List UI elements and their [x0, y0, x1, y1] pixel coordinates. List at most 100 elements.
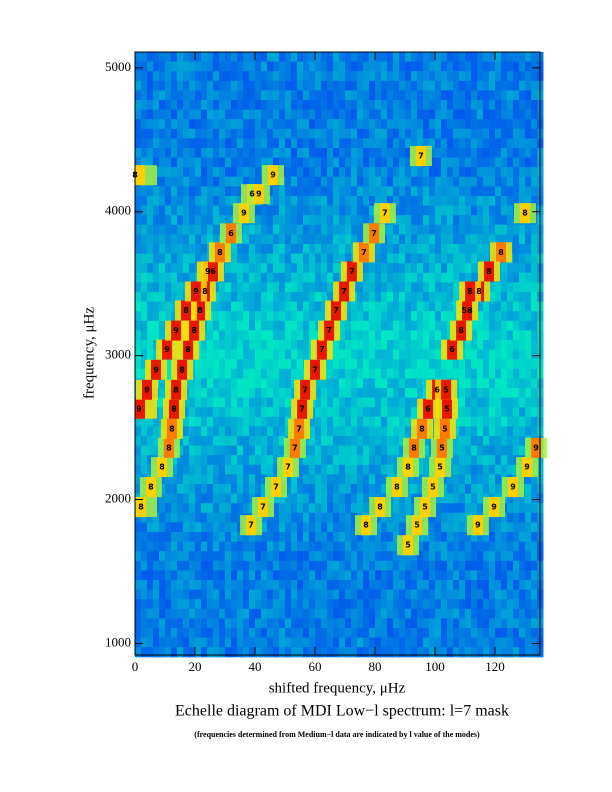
background-cell [507, 503, 514, 514]
background-cell [441, 272, 448, 283]
background-cell [387, 407, 394, 418]
background-cell [429, 311, 436, 322]
background-cell [213, 474, 220, 485]
background-cell [471, 253, 478, 264]
background-cell [327, 416, 334, 427]
background-cell [279, 493, 286, 504]
background-cell [333, 263, 340, 274]
background-cell [255, 599, 262, 610]
background-cell [441, 205, 448, 216]
background-cell [405, 282, 412, 293]
background-cell [411, 628, 418, 639]
background-cell [315, 522, 322, 533]
background-cell [477, 176, 484, 187]
background-cell [339, 196, 346, 207]
background-cell [279, 253, 286, 264]
background-cell [243, 407, 250, 418]
background-cell [465, 464, 472, 475]
background-cell [507, 109, 514, 120]
background-cell [207, 128, 214, 139]
background-cell [375, 244, 382, 255]
background-cell [285, 637, 292, 648]
background-cell [441, 359, 448, 370]
background-cell [255, 109, 262, 120]
background-cell [297, 340, 304, 351]
background-cell [267, 608, 274, 619]
background-cell [303, 560, 310, 571]
background-cell [411, 359, 418, 370]
background-cell [513, 407, 520, 418]
background-cell [255, 148, 262, 159]
background-cell [153, 71, 160, 82]
background-cell [327, 637, 334, 648]
background-cell [429, 608, 436, 619]
background-cell [153, 560, 160, 571]
mode-label: 8 [191, 326, 197, 335]
background-cell [513, 292, 520, 303]
background-cell [255, 608, 262, 619]
background-cell [423, 263, 430, 274]
background-cell [159, 167, 166, 178]
background-cell [141, 263, 148, 274]
background-cell [231, 608, 238, 619]
background-cell [495, 580, 502, 591]
background-cell [375, 464, 382, 475]
background-cell [393, 541, 400, 552]
background-cell [201, 541, 208, 552]
background-cell [159, 301, 166, 312]
background-cell [357, 100, 364, 111]
background-cell [381, 167, 388, 178]
background-cell [393, 359, 400, 370]
background-cell [513, 157, 520, 168]
background-cell [399, 407, 406, 418]
background-cell [429, 637, 436, 648]
background-cell [219, 196, 226, 207]
background-cell [159, 618, 166, 629]
background-cell [351, 474, 358, 485]
background-cell [327, 100, 334, 111]
background-cell [345, 234, 352, 245]
mode-label: 9 [533, 443, 539, 452]
background-cell [513, 532, 520, 543]
background-cell [147, 512, 154, 523]
background-cell [453, 589, 460, 600]
background-cell [249, 320, 256, 331]
background-cell [297, 90, 304, 101]
background-cell [447, 589, 454, 600]
background-cell [519, 647, 526, 658]
background-cell [183, 234, 190, 245]
background-cell [321, 560, 328, 571]
background-cell [309, 52, 316, 63]
background-cell [273, 109, 280, 120]
background-cell [489, 215, 496, 226]
background-cell [291, 637, 298, 648]
background-cell [333, 484, 340, 495]
background-cell [357, 340, 364, 351]
background-cell [387, 580, 394, 591]
background-cell [207, 349, 214, 360]
background-cell [225, 608, 232, 619]
background-cell [153, 436, 160, 447]
background-cell [183, 532, 190, 543]
background-cell [249, 541, 256, 552]
background-cell [435, 263, 442, 274]
background-cell [285, 512, 292, 523]
background-cell [357, 71, 364, 82]
background-cell [189, 186, 196, 197]
background-cell [399, 570, 406, 581]
background-cell [387, 71, 394, 82]
background-cell [135, 234, 142, 245]
background-cell [435, 272, 442, 283]
background-cell [381, 301, 388, 312]
background-cell [345, 90, 352, 101]
background-cell [441, 128, 448, 139]
background-cell [525, 522, 532, 533]
background-cell [531, 138, 538, 149]
background-cell [429, 263, 436, 274]
background-cell [495, 532, 502, 543]
background-cell [315, 637, 322, 648]
background-cell [459, 205, 466, 216]
background-cell [333, 196, 340, 207]
background-cell [279, 618, 286, 629]
background-cell [411, 388, 418, 399]
